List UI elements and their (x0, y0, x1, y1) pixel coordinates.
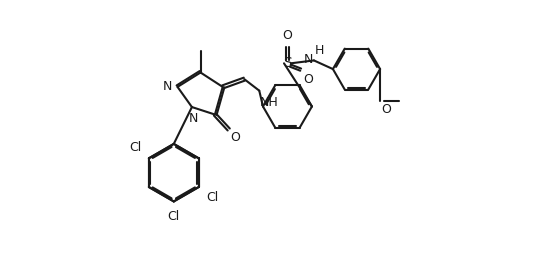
Text: S: S (283, 56, 292, 70)
Text: N: N (189, 112, 198, 125)
Text: H: H (315, 44, 324, 57)
Text: Cl: Cl (129, 141, 142, 154)
Text: N: N (304, 53, 313, 66)
Text: Cl: Cl (167, 210, 180, 223)
Text: O: O (283, 29, 293, 42)
Text: O: O (381, 103, 391, 116)
Text: NH: NH (260, 96, 279, 109)
Text: Cl: Cl (206, 191, 219, 204)
Text: O: O (230, 131, 240, 144)
Text: O: O (304, 73, 313, 86)
Text: N: N (163, 80, 172, 93)
